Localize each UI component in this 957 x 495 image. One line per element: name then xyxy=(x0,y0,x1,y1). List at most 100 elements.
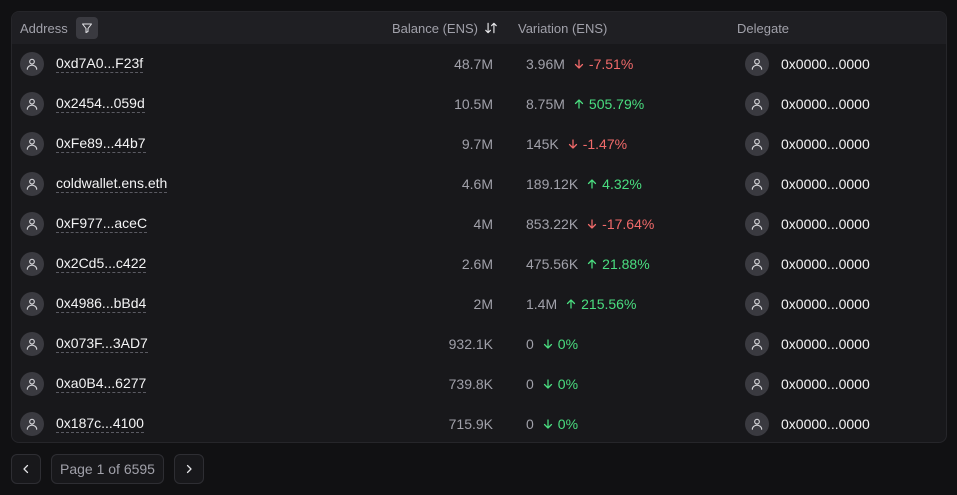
address-link[interactable]: 0xFe89...44b7 xyxy=(56,135,146,153)
sort-icon[interactable] xyxy=(484,21,498,35)
table-row[interactable]: 0x2Cd5...c422 2.6M 475.56K 21.88% 0x0000… xyxy=(12,244,946,284)
previous-page-button[interactable] xyxy=(11,454,41,484)
delegate-cell: 0x0000...0000 xyxy=(745,44,870,84)
avatar xyxy=(745,92,769,116)
address-link[interactable]: 0x2Cd5...c422 xyxy=(56,255,147,273)
address-link[interactable]: 0xa0B4...6277 xyxy=(56,375,147,393)
arrow-down-icon xyxy=(542,418,554,430)
variation-value: 0 xyxy=(526,416,534,432)
avatar xyxy=(20,52,44,76)
user-icon xyxy=(25,337,39,351)
delegate-address[interactable]: 0x0000...0000 xyxy=(781,136,870,152)
user-icon xyxy=(25,57,39,71)
avatar xyxy=(745,412,769,436)
delegate-cell: 0x0000...0000 xyxy=(745,284,870,324)
variation-cell: 3.96M -7.51% xyxy=(526,44,633,84)
balance-value: 9.7M xyxy=(461,136,493,152)
user-icon xyxy=(750,297,764,311)
avatar xyxy=(745,172,769,196)
avatar xyxy=(20,332,44,356)
variation-percent: 0% xyxy=(557,416,579,432)
delegate-cell: 0x0000...0000 xyxy=(745,204,870,244)
address-cell: 0xa0B4...6277 xyxy=(20,364,147,404)
address-cell: 0xF977...aceC xyxy=(20,204,148,244)
variation-percent: -1.47% xyxy=(582,136,628,152)
arrow-down-icon xyxy=(542,378,554,390)
variation-change: 505.79% xyxy=(573,96,644,112)
variation-percent: 505.79% xyxy=(588,96,645,112)
address-link[interactable]: 0x4986...bBd4 xyxy=(56,295,147,313)
delegate-address[interactable]: 0x0000...0000 xyxy=(781,96,870,112)
delegate-address[interactable]: 0x0000...0000 xyxy=(781,376,870,392)
table-row[interactable]: 0xF977...aceC 4M 853.22K -17.64% 0x0000.… xyxy=(12,204,946,244)
delegate-address[interactable]: 0x0000...0000 xyxy=(781,176,870,192)
balance-value: 2.6M xyxy=(461,256,493,272)
variation-cell: 145K -1.47% xyxy=(526,124,627,164)
filter-button[interactable] xyxy=(75,17,98,39)
balance-value: 932.1K xyxy=(448,336,493,352)
avatar xyxy=(745,212,769,236)
user-icon xyxy=(750,137,764,151)
variation-value: 189.12K xyxy=(526,176,579,192)
table-row[interactable]: 0x4986...bBd4 2M 1.4M 215.56% 0x0000...0… xyxy=(12,284,946,324)
variation-value: 8.75M xyxy=(526,96,565,112)
variation-cell: 0 0% xyxy=(526,364,578,404)
chevron-left-icon xyxy=(23,464,29,474)
address-cell: 0x2Cd5...c422 xyxy=(20,244,147,284)
variation-percent: 4.32% xyxy=(602,176,642,192)
avatar xyxy=(20,412,44,436)
address-link[interactable]: coldwallet.ens.eth xyxy=(56,175,168,193)
variation-change: 0% xyxy=(542,376,578,392)
delegate-address[interactable]: 0x0000...0000 xyxy=(781,416,870,432)
balance-value: 739.8K xyxy=(448,376,493,392)
delegate-address[interactable]: 0x0000...0000 xyxy=(781,216,870,232)
variation-column-header: Variation (ENS) xyxy=(518,12,607,44)
user-icon xyxy=(750,257,764,271)
user-icon xyxy=(750,97,764,111)
avatar xyxy=(20,292,44,316)
address-header-label: Address xyxy=(20,20,68,36)
table-row[interactable]: 0x187c...4100 715.9K 0 0% 0x0000...0000 xyxy=(12,404,946,442)
delegate-address[interactable]: 0x0000...0000 xyxy=(781,56,870,72)
variation-value: 145K xyxy=(526,136,559,152)
table-body: 0xd7A0...F23f 48.7M 3.96M -7.51% 0x0000.… xyxy=(12,44,946,442)
variation-percent: -17.64% xyxy=(602,216,655,232)
balance-value: 10.5M xyxy=(454,96,493,112)
table-row[interactable]: 0x073F...3AD7 932.1K 0 0% 0x0000...0000 xyxy=(12,324,946,364)
delegate-address[interactable]: 0x0000...0000 xyxy=(781,336,870,352)
delegate-cell: 0x0000...0000 xyxy=(745,124,870,164)
table-row[interactable]: coldwallet.ens.eth 4.6M 189.12K 4.32% 0x… xyxy=(12,164,946,204)
variation-change: -7.51% xyxy=(573,56,633,72)
table-row[interactable]: 0xa0B4...6277 739.8K 0 0% 0x0000...0000 xyxy=(12,364,946,404)
address-cell: coldwallet.ens.eth xyxy=(20,164,168,204)
address-link[interactable]: 0xd7A0...F23f xyxy=(56,55,144,73)
user-icon xyxy=(25,137,39,151)
next-page-button[interactable] xyxy=(173,454,204,484)
avatar xyxy=(20,372,44,396)
address-cell: 0x2454...059d xyxy=(20,84,145,124)
variation-header-label: Variation (ENS) xyxy=(518,20,608,36)
table-row[interactable]: 0xd7A0...F23f 48.7M 3.96M -7.51% 0x0000.… xyxy=(12,44,946,84)
user-icon xyxy=(25,417,39,431)
delegate-address[interactable]: 0x0000...0000 xyxy=(781,256,870,272)
user-icon xyxy=(750,57,764,71)
table-row[interactable]: 0xFe89...44b7 9.7M 145K -1.47% 0x0000...… xyxy=(12,124,946,164)
delegate-address[interactable]: 0x0000...0000 xyxy=(781,296,870,312)
variation-percent: 0% xyxy=(557,336,579,352)
variation-percent: 215.56% xyxy=(581,296,637,312)
delegate-cell: 0x0000...0000 xyxy=(745,164,870,204)
variation-cell: 853.22K -17.64% xyxy=(526,204,654,244)
avatar xyxy=(20,172,44,196)
delegate-header-label: Delegate xyxy=(737,20,790,36)
address-link[interactable]: 0xF977...aceC xyxy=(56,215,148,233)
address-link[interactable]: 0x187c...4100 xyxy=(56,415,144,433)
delegates-table: Address Balance (ENS) Variation (ENS) De… xyxy=(11,11,947,443)
address-link[interactable]: 0x073F...3AD7 xyxy=(56,335,148,353)
avatar xyxy=(745,372,769,396)
variation-change: -17.64% xyxy=(586,216,654,232)
table-row[interactable]: 0x2454...059d 10.5M 8.75M 505.79% 0x0000… xyxy=(12,84,946,124)
variation-percent: -7.51% xyxy=(588,56,634,72)
balance-column-header[interactable]: Balance (ENS) xyxy=(392,12,498,44)
address-link[interactable]: 0x2454...059d xyxy=(56,95,145,113)
variation-cell: 475.56K 21.88% xyxy=(526,244,650,284)
